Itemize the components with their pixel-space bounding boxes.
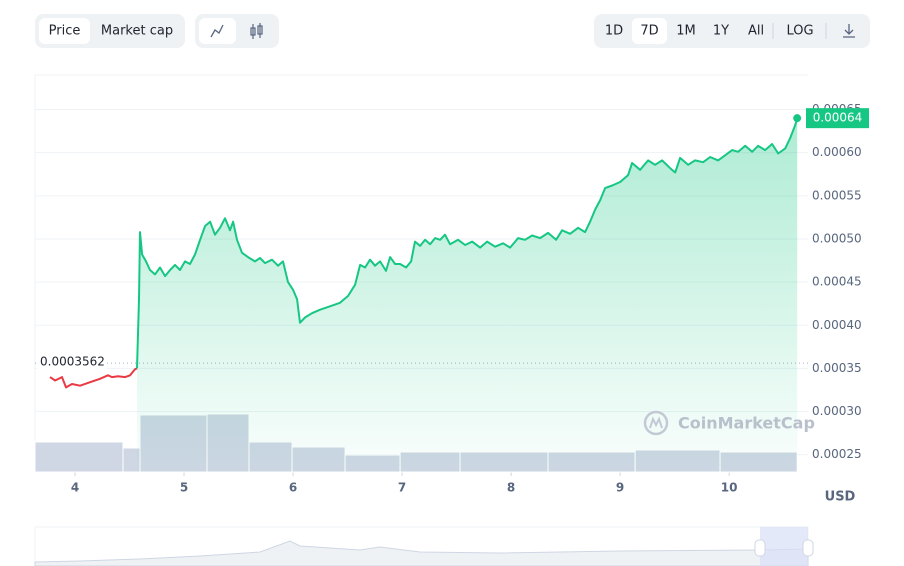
y-tick-label: 0.00060	[812, 145, 862, 159]
current-point	[793, 114, 802, 123]
price-line	[136, 117, 799, 369]
range-button[interactable]: 1Y	[713, 24, 729, 39]
price-line	[49, 367, 138, 389]
candle-button[interactable]	[250, 23, 263, 39]
reference-label-bg	[37, 354, 107, 371]
y-tick-label: 0.00040	[812, 318, 862, 332]
plot: 0.00025 0.00030 0.00035 0.00040 0.00045 0.000…	[34, 102, 869, 495]
y-tick-label: 0.00055	[812, 188, 862, 202]
reference-label: 0.0003562	[40, 355, 105, 369]
price-badge-label: 0.00064	[813, 111, 863, 125]
navigator-window[interactable]	[760, 527, 808, 566]
range-button[interactable]: All	[748, 24, 764, 39]
x-tick-label: 9	[616, 481, 624, 495]
log-button[interactable]: LOG	[786, 24, 813, 39]
x-tick-label: 10	[721, 481, 738, 495]
x-tick-label: 6	[289, 481, 297, 495]
navigator-handle[interactable]	[754, 539, 766, 557]
range-button[interactable]: 1D	[605, 24, 623, 39]
price-badge	[806, 108, 869, 129]
y-tick-label: 0.00035	[812, 361, 862, 375]
line-chart-button[interactable]	[199, 18, 236, 44]
market-cap-button[interactable]: Market cap	[101, 24, 173, 39]
x-tick-label: 5	[180, 481, 188, 495]
range-button[interactable]: 7D	[640, 24, 658, 39]
price-button-label[interactable]: Price	[49, 24, 81, 39]
range-button[interactable]: 1M	[676, 24, 696, 39]
watermark: CoinMarketCap	[678, 414, 815, 433]
navigator-handle[interactable]	[802, 539, 814, 557]
x-tick-label: 4	[71, 481, 79, 495]
download-button[interactable]	[843, 24, 855, 38]
x-tick-label: 7	[398, 481, 406, 495]
y-tick-label: 0.00025	[812, 447, 862, 461]
watermark-logo	[643, 410, 669, 436]
watermark-logo	[649, 416, 663, 429]
line-icon	[210, 24, 224, 38]
range-selected	[632, 18, 667, 44]
y-tick-label: 0.00050	[812, 231, 862, 245]
x-tick-label: 8	[507, 481, 515, 495]
volume-bar	[34, 441, 124, 473]
unit-label: USD	[825, 490, 856, 505]
price-button[interactable]	[39, 18, 90, 44]
y-tick-label: 0.00045	[812, 275, 862, 289]
y-tick-label: 0.00030	[812, 404, 862, 418]
area	[137, 118, 798, 472]
